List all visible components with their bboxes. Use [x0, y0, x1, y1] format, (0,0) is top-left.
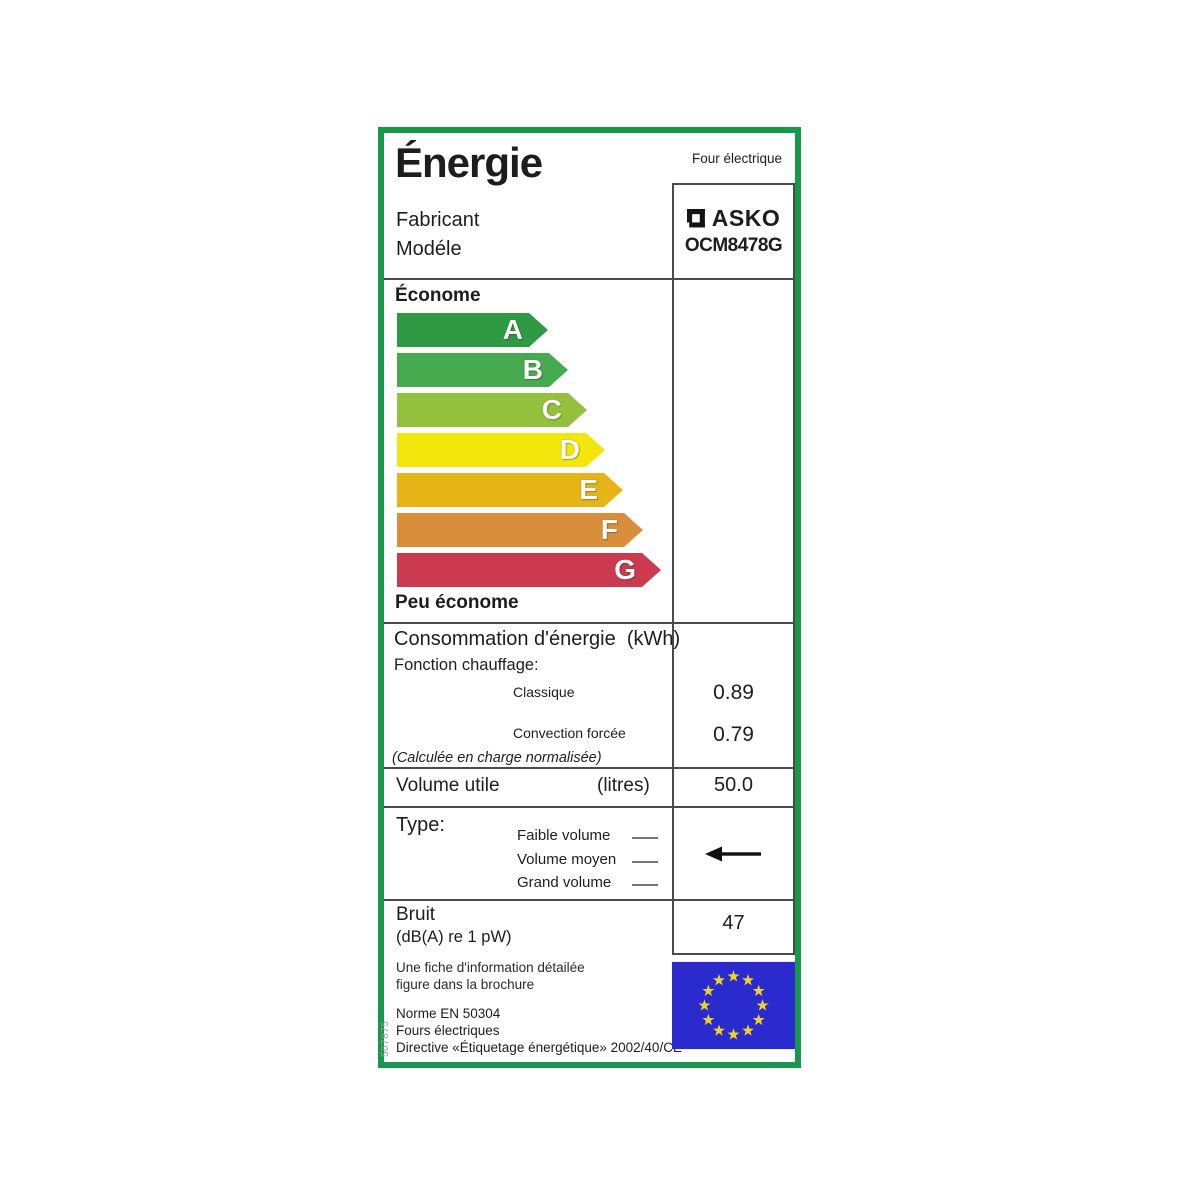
- type-option-large: Grand volume: [517, 874, 612, 891]
- brand-row: ASKO: [686, 204, 781, 232]
- grade-arrow-f: F: [397, 513, 643, 547]
- fiche-note-line1: Une fiche d'information détailée: [396, 960, 585, 975]
- consumption-subtitle: Fonction chauffage:: [394, 656, 539, 674]
- type-dash-medium: [632, 861, 658, 863]
- footer-norm: Norme EN 50304: [396, 1006, 501, 1021]
- divider-volume: [384, 806, 795, 808]
- type-option-small: Faible volume: [517, 827, 611, 844]
- efficiency-scale: A B C D E F G: [397, 313, 677, 593]
- grade-letter: F: [600, 514, 618, 545]
- grade-arrow-g: G: [397, 553, 661, 587]
- grade-arrow-b: B: [397, 353, 568, 387]
- volume-value: 50.0: [714, 774, 753, 796]
- divider-header: [384, 278, 795, 280]
- consumption-title: Consommation d'énergie (kWh): [394, 628, 680, 651]
- grade-letter: G: [614, 554, 636, 585]
- grade-letter: A: [502, 314, 523, 345]
- grade-letter: D: [559, 434, 580, 465]
- type-dash-small: [632, 837, 658, 839]
- scale-inefficient-label: Peu économe: [395, 592, 519, 613]
- grade-arrow-a: A: [397, 313, 548, 347]
- noise-value: 47: [722, 912, 745, 934]
- grade-arrow-e: E: [397, 473, 623, 507]
- brand-model: OCM8478G: [684, 234, 783, 256]
- noise-label: Bruit: [396, 904, 436, 925]
- appliance-type: Four électrique: [691, 151, 782, 166]
- footer-directive: Directive «Étiquetage énergétique» 2002/…: [396, 1040, 682, 1055]
- asko-logo-icon: [686, 208, 705, 227]
- divider-scale: [384, 622, 795, 624]
- consumption-unit: (kWh): [626, 628, 681, 650]
- consumption-title-text: Consommation d'énergie: [394, 628, 616, 650]
- brand-name: ASKO: [711, 204, 781, 231]
- grade-arrow-d: D: [397, 433, 605, 467]
- type-option-medium: Volume moyen: [517, 851, 617, 868]
- side-print-code: 507875: [380, 1020, 391, 1057]
- volume-label: Volume utile: [396, 775, 500, 796]
- volume-unit: (litres): [597, 775, 650, 796]
- brand-cell: ASKO OCM8478G: [672, 183, 795, 278]
- grade-letter: B: [522, 354, 543, 385]
- divider-type: [384, 899, 795, 901]
- footer-category: Fours électriques: [396, 1023, 500, 1038]
- consumption-mode-classique: Classique: [513, 684, 575, 700]
- consumption-value-classique: 0.89: [713, 681, 754, 704]
- consumption-note: (Calculée en charge normalisée): [392, 750, 602, 766]
- consumption-mode-convection: Convection forcée: [513, 725, 626, 741]
- consumption-value-convection: 0.79: [713, 723, 754, 746]
- energy-label: Énergie Four électrique Fabricant Modéle…: [378, 127, 801, 1068]
- noise-unit: (dB(A) re 1 pW): [396, 928, 512, 946]
- eu-flag: [672, 961, 795, 1050]
- label-title: Énergie: [395, 139, 543, 186]
- value-column-frame: [672, 183, 795, 955]
- fiche-note-line2: figure dans la brochure: [396, 977, 535, 992]
- model-label: Modéle: [396, 238, 462, 260]
- divider-consumption: [384, 767, 795, 769]
- grade-letter: C: [541, 394, 562, 425]
- manufacturer-label: Fabricant: [396, 209, 480, 231]
- type-selected-arrow-icon: [672, 845, 795, 863]
- grade-letter: E: [579, 474, 598, 505]
- type-label: Type:: [396, 814, 445, 836]
- type-dash-large: [632, 884, 658, 886]
- scale-efficient-label: Économe: [395, 285, 481, 306]
- grade-arrow-c: C: [397, 393, 587, 427]
